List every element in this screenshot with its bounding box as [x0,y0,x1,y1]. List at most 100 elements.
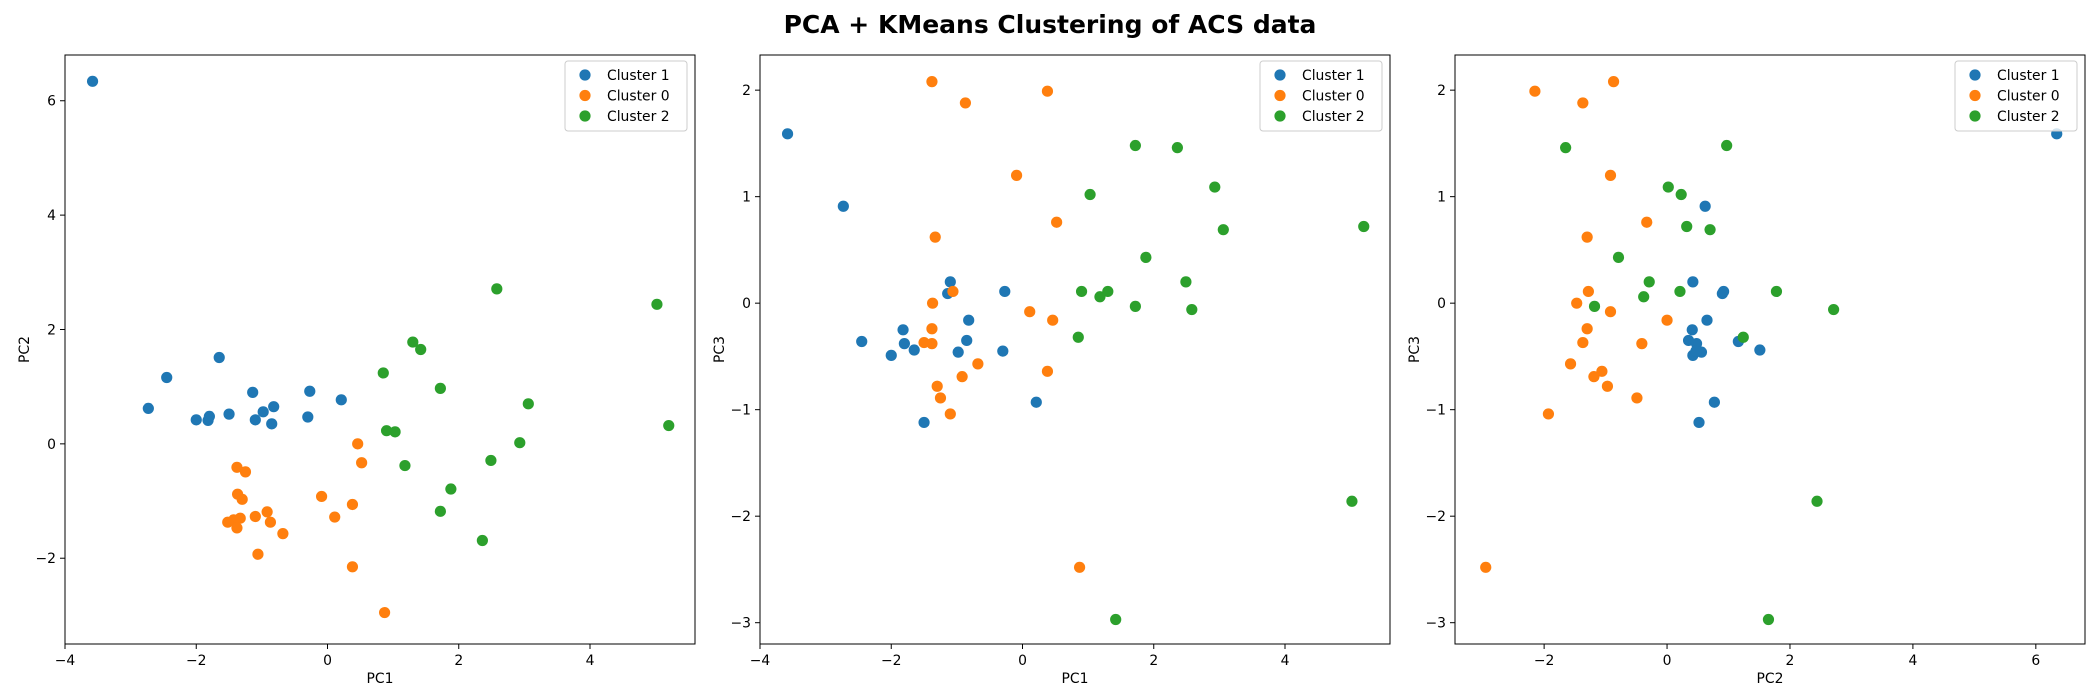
data-point [1024,306,1036,318]
data-point [1643,276,1655,288]
data-point [1102,285,1114,298]
y-tick-label: 2 [742,83,751,99]
data-point [1577,336,1589,349]
data-point [1529,85,1541,97]
data-point [1674,285,1686,298]
data-point [329,511,341,523]
data-point [1030,396,1042,408]
legend-box [1954,60,2078,132]
legend-box [1259,60,1383,132]
data-point [231,461,243,473]
data-point [929,231,941,243]
data-point [1358,220,1370,233]
data-point [651,298,663,310]
data-point [236,493,248,505]
data-point [1675,188,1687,201]
data-point [931,380,943,392]
y-tick-label: 0 [47,437,56,453]
x-tick-label: 4 [1908,653,1917,669]
legend-marker [579,89,591,102]
data-point [1686,324,1698,336]
data-point [1662,181,1674,193]
data-point [972,358,984,370]
data-point [1601,380,1614,392]
data-point [1346,495,1358,507]
data-point [1701,314,1713,326]
data-point [918,416,930,429]
data-point [277,528,289,540]
data-point [302,411,314,423]
data-point [1704,224,1716,236]
data-point [926,323,938,335]
data-point [399,459,411,472]
axes-frame [1454,54,2086,645]
data-point [247,386,259,398]
y-axis-label: PC3 [712,336,728,363]
y-tick-label: 1 [1437,190,1446,206]
data-point [491,283,503,295]
legend-label: Cluster 1 [1997,68,2060,84]
legend-marker [1969,69,1981,81]
data-point [485,454,497,467]
data-point [1560,142,1572,154]
data-point [514,437,526,449]
data-point [1129,300,1141,312]
data-point [1754,344,1766,356]
data-point [407,336,419,348]
data-point [352,438,364,450]
legend-label: Cluster 1 [1302,68,1365,84]
legend-label: Cluster 1 [607,68,670,84]
x-tick-label: 6 [2031,653,2040,669]
data-point [1693,416,1705,429]
y-tick-label: −1 [731,403,751,419]
data-point [346,498,359,511]
data-point [249,510,261,523]
axes-frame [64,54,696,645]
y-tick-label: 4 [47,208,56,224]
data-point [837,200,849,212]
legend-label: Cluster 2 [1302,109,1365,125]
data-point [961,334,973,347]
data-point [944,408,956,420]
data-point [1681,220,1693,233]
data-point [897,324,909,336]
data-point [885,349,897,361]
x-tick-label: 2 [1786,653,1795,669]
data-point [1699,200,1711,212]
data-point [1638,291,1650,303]
data-point [315,490,328,503]
x-tick-label: 4 [586,653,595,669]
data-point [1581,231,1593,243]
legend-label: Cluster 0 [607,89,670,105]
legend-marker [1274,69,1286,81]
data-point [356,457,368,469]
y-tick-label: 2 [47,322,56,338]
data-point [161,371,173,384]
data-point [1075,285,1088,298]
data-point [1209,181,1221,193]
data-point [335,394,347,406]
data-point [86,75,99,87]
legend-label: Cluster 0 [1302,89,1365,105]
data-point [1641,216,1653,228]
data-point [947,285,959,298]
data-point [1604,306,1617,318]
data-point [1084,188,1096,201]
legend-marker [1969,89,1981,102]
data-point [1708,396,1720,408]
data-point [203,410,215,423]
y-tick-label: 1 [742,190,751,206]
data-point [1542,408,1555,420]
data-point [445,483,457,495]
data-point [1129,139,1141,152]
data-point [1094,291,1106,303]
data-point [1718,285,1730,298]
data-point [378,606,391,619]
data-point [1588,300,1601,312]
data-point [268,401,280,413]
legend: Cluster 1 Cluster 0 Cluster 2 [564,60,688,132]
y-tick-label: −2 [731,509,751,525]
